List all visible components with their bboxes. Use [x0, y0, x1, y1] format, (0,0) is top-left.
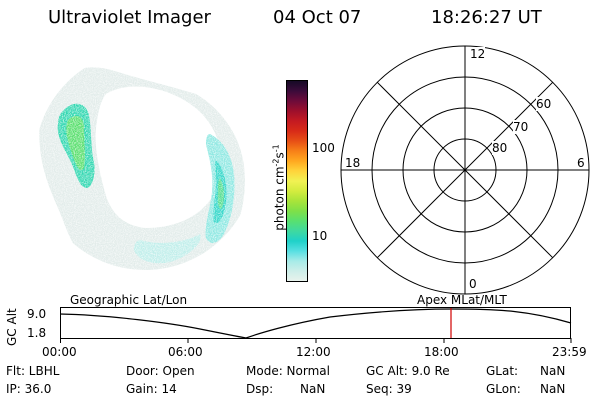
gain-label: Gain: 14	[126, 382, 177, 396]
timeline-tick-1200: 12:00	[296, 345, 331, 359]
auroral-image	[35, 50, 255, 270]
timeline-tick-0600: 06:00	[168, 345, 203, 359]
gc-alt-max: 9.0	[27, 307, 47, 321]
polar-label-70: 70	[513, 120, 529, 134]
gc-altitude-timeline	[60, 307, 572, 343]
glat-value: NaN	[540, 364, 566, 378]
geographic-title: Geographic Lat/Lon	[70, 293, 188, 307]
gc-alt-axis-label: GC Alt	[5, 308, 19, 346]
timeline-tick-0000: 00:00	[42, 345, 77, 359]
polar-label-80: 80	[492, 141, 508, 155]
mode-label: Mode: Normal	[246, 364, 330, 378]
polar-label-6: 6	[577, 156, 585, 170]
seq-label: Seq: 39	[366, 382, 412, 396]
colorbar-unit-label: photon cm-2s-1	[271, 144, 287, 231]
filter-label: Flt: LBHL	[6, 364, 60, 378]
aurora-oval	[35, 50, 255, 270]
dsp-value: NaN	[300, 382, 326, 396]
instrument-title: Ultraviolet Imager	[48, 7, 211, 28]
gc-alt-curve	[60, 308, 572, 339]
time-label: 18:26:27 UT	[431, 7, 542, 28]
polar-label-12: 12	[470, 47, 486, 61]
color-scale-bar	[286, 80, 308, 282]
colorbar-tick-100: 100	[312, 141, 335, 155]
timeline-tick-2359: 23:59	[552, 345, 587, 359]
date-label: 04 Oct 07	[273, 7, 362, 28]
polar-axis-diagonal-2	[376, 81, 554, 259]
door-label: Door: Open	[126, 364, 195, 378]
colorbar-tick-10: 10	[312, 229, 328, 243]
ip-label: IP: 36.0	[6, 382, 52, 396]
dsp-label: Dsp:	[246, 382, 274, 396]
timeline-tick-1800: 18:00	[424, 345, 459, 359]
polar-label-60: 60	[536, 97, 552, 111]
glon-value: NaN	[540, 382, 566, 396]
polar-label-18: 18	[345, 156, 361, 170]
glon-label: GLon:	[486, 382, 521, 396]
polar-label-0: 0	[469, 277, 477, 291]
apex-title: Apex MLat/MLT	[417, 293, 507, 307]
gc-alt-min: 1.8	[27, 326, 47, 340]
magnetic-polar-grid	[340, 45, 590, 295]
gc-alt-label: GC Alt: 9.0 Re	[366, 364, 450, 378]
glat-label: GLat:	[486, 364, 519, 378]
